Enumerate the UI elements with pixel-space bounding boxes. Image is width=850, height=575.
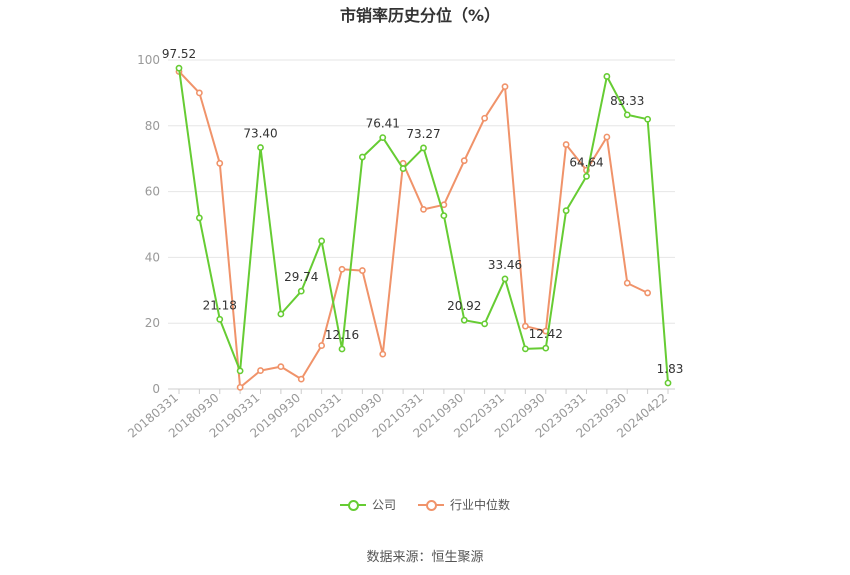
legend-item-industry[interactable]: 行业中位数 bbox=[418, 496, 510, 513]
series-1-point-4 bbox=[257, 367, 264, 374]
series-1-point-2 bbox=[216, 159, 224, 167]
series-0-point-4 bbox=[257, 144, 264, 151]
series-0-point-10 bbox=[379, 134, 387, 142]
series-1-point-17 bbox=[521, 322, 529, 330]
y-tick-label-0: 0 bbox=[152, 382, 160, 396]
series-1-point-1 bbox=[195, 89, 203, 97]
series-1-point-12 bbox=[420, 205, 427, 213]
series-0-point-5 bbox=[277, 310, 285, 318]
series-0-point-23 bbox=[644, 115, 652, 123]
series-1-point-16 bbox=[501, 83, 509, 91]
y-tick-label-5: 100 bbox=[137, 53, 160, 67]
series-0-point-14 bbox=[460, 316, 468, 324]
series-0-point-7 bbox=[318, 237, 326, 245]
chart-title: 市销率历史分位（%） bbox=[339, 6, 501, 25]
series-0-point-11 bbox=[399, 165, 407, 172]
series-1-point-5 bbox=[277, 363, 285, 371]
series-0-point-6 bbox=[297, 287, 305, 295]
series-1-point-6 bbox=[297, 375, 305, 383]
series-0-point-19 bbox=[562, 207, 570, 215]
series-1-point-23 bbox=[644, 289, 652, 297]
legend-swatch-company bbox=[339, 499, 366, 511]
series-0-point-21 bbox=[603, 73, 611, 80]
series-1-point-10 bbox=[379, 350, 387, 358]
data-label-4: 12.16 bbox=[325, 328, 359, 342]
series-1-point-22 bbox=[623, 279, 631, 287]
source-note: 数据来源：恒生聚源 bbox=[366, 550, 484, 565]
data-label-2: 73.40 bbox=[243, 127, 277, 141]
data-label-1: 21.18 bbox=[203, 298, 237, 312]
legend-item-company[interactable]: 公司 bbox=[339, 496, 396, 513]
series-1-point-9 bbox=[358, 267, 366, 274]
series-0-point-13 bbox=[440, 212, 448, 220]
series-1-point-8 bbox=[338, 265, 346, 273]
series-0-point-17 bbox=[521, 345, 529, 353]
legend-swatch-industry bbox=[418, 499, 444, 511]
data-label-0: 97.52 bbox=[162, 47, 196, 61]
series-0-point-22 bbox=[623, 111, 631, 119]
series-line-1 bbox=[178, 70, 649, 389]
series-0-point-8 bbox=[338, 345, 346, 353]
legend: 公司 行业中位数 bbox=[0, 496, 850, 513]
y-tick-label-1: 20 bbox=[145, 316, 160, 330]
series-1-point-15 bbox=[481, 114, 489, 122]
data-label-6: 73.27 bbox=[406, 127, 440, 141]
series-1-point-19 bbox=[562, 141, 570, 148]
data-label-12: 1.83 bbox=[657, 362, 684, 376]
series-1-point-7 bbox=[318, 342, 326, 349]
series-1-point-21 bbox=[603, 133, 611, 141]
data-label-8: 33.46 bbox=[488, 258, 522, 272]
series-0-point-3 bbox=[236, 367, 244, 375]
series-0-point-1 bbox=[195, 214, 203, 222]
data-label-9: 12.42 bbox=[529, 327, 563, 341]
series-0-point-2 bbox=[216, 315, 224, 323]
series-0-point-12 bbox=[420, 144, 427, 152]
series-1-point-14 bbox=[460, 157, 468, 165]
data-label-5: 76.41 bbox=[366, 117, 400, 131]
data-label-7: 20.92 bbox=[447, 299, 481, 313]
series-0-point-18 bbox=[542, 344, 550, 352]
y-tick-label-4: 80 bbox=[145, 119, 160, 133]
series-0-point-16 bbox=[501, 275, 509, 283]
series-0-point-9 bbox=[358, 153, 366, 161]
y-tick-label-3: 60 bbox=[145, 185, 160, 199]
series-0-point-24 bbox=[664, 379, 672, 387]
data-label-3: 29.74 bbox=[284, 270, 318, 284]
series-line-0 bbox=[178, 68, 669, 384]
series-1-point-3 bbox=[236, 383, 244, 391]
data-label-10: 64.64 bbox=[569, 155, 603, 169]
series-0-point-15 bbox=[481, 320, 489, 328]
legend-label-industry: 行业中位数 bbox=[450, 498, 511, 512]
series-0-point-20 bbox=[583, 172, 590, 180]
data-label-11: 83.33 bbox=[610, 94, 644, 108]
series-0-point-0 bbox=[175, 64, 183, 72]
legend-label-company: 公司 bbox=[371, 498, 396, 512]
y-tick-label-2: 40 bbox=[145, 250, 160, 264]
